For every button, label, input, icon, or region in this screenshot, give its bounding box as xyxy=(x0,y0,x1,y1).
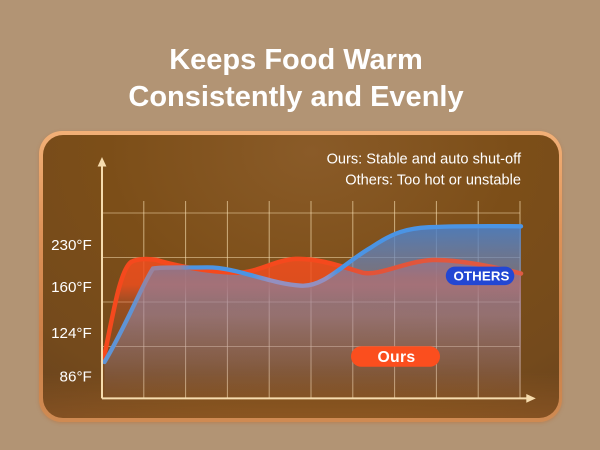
svg-text:Ours: Ours xyxy=(377,349,415,366)
svg-text:Ours: Stable and auto shut-off: Ours: Stable and auto shut-off xyxy=(327,152,522,168)
svg-text:Others: Too hot or unstable: Others: Too hot or unstable xyxy=(345,173,521,189)
svg-text:230°F: 230°F xyxy=(51,237,92,254)
svg-text:124°F: 124°F xyxy=(51,325,92,342)
svg-text:160°F: 160°F xyxy=(51,279,92,296)
svg-text:OTHERS: OTHERS xyxy=(453,269,509,284)
svg-text:86°F: 86°F xyxy=(60,369,92,386)
